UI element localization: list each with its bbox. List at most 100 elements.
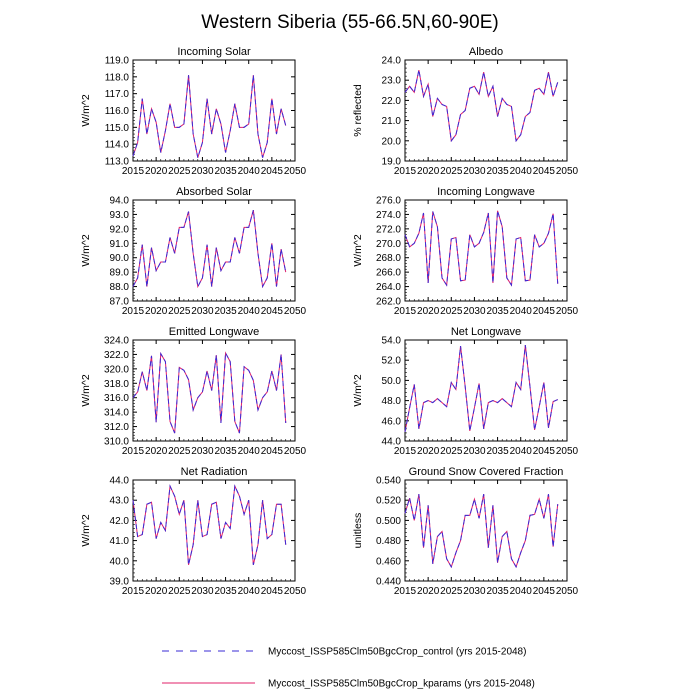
x-tick-label: 2050	[556, 586, 579, 597]
y-tick-label: 54.0	[382, 336, 402, 347]
panel-title: Albedo	[469, 46, 503, 58]
y-tick-label: 114.0	[105, 140, 130, 151]
y-tick-label: 50.0	[382, 376, 402, 387]
x-tick-label: 2030	[463, 306, 486, 317]
series-line-control	[404, 344, 558, 433]
x-tick-label: 2035	[214, 446, 237, 457]
series-line-control	[132, 209, 287, 289]
x-tick-label: 2025	[440, 586, 463, 597]
x-tick-label: 2030	[463, 446, 486, 457]
x-tick-label: 2040	[238, 166, 261, 177]
x-tick-label: 2040	[510, 306, 533, 317]
panel-8: Ground Snow Covered Fraction 2015 2020 2025…	[352, 466, 579, 597]
x-tick-label: 2030	[463, 166, 486, 177]
x-tick-label: 2030	[191, 446, 214, 457]
x-tick-label: 2045	[533, 586, 556, 597]
x-tick-label: 2040	[510, 166, 533, 177]
y-tick-label: 89.0	[110, 268, 130, 279]
y-tick-label: 270.0	[376, 239, 401, 250]
x-tick-label: 2035	[214, 166, 237, 177]
legend-label-control: Myccost_ISSP585Clm50BgcCrop_control (yrs…	[268, 647, 526, 658]
y-tick-label: 264.0	[376, 282, 401, 293]
y-tick-label: 113.0	[105, 157, 130, 168]
x-tick-label: 2045	[533, 306, 556, 317]
x-tick-label: 2020	[417, 166, 440, 177]
x-tick-label: 2035	[486, 166, 509, 177]
series-line-control	[404, 494, 559, 569]
x-tick-label: 2045	[533, 446, 556, 457]
y-tick-label: 272.0	[376, 224, 401, 235]
y-tick-label: 92.0	[110, 224, 130, 235]
plot-frame	[404, 479, 568, 582]
y-tick-label: 44.0	[382, 437, 402, 448]
series-line-kparams	[404, 69, 559, 143]
x-tick-label: 2015	[394, 446, 417, 457]
panel-title: Incoming Longwave	[437, 186, 535, 198]
panel-title: Ground Snow Covered Fraction	[409, 466, 564, 478]
x-tick-label: 2030	[191, 306, 214, 317]
panel-5: Emitted Longwave 2015 2020 2025 2030 2035 2040…	[80, 326, 307, 457]
y-tick-label: 0.460	[376, 556, 401, 567]
y-tick-label: 320.0	[104, 364, 129, 375]
x-tick-label: 2035	[214, 586, 237, 597]
y-axis-label: W/m^2	[80, 234, 92, 267]
y-tick-label: 266.0	[376, 268, 401, 279]
y-tick-label: 118.0	[105, 72, 130, 83]
x-tick-label: 2025	[168, 586, 191, 597]
x-tick-label: 2025	[440, 306, 463, 317]
series-line-kparams	[132, 209, 287, 289]
x-tick-label: 2040	[510, 446, 533, 457]
x-tick-label: 2050	[556, 166, 579, 177]
y-tick-label: 0.480	[376, 536, 401, 547]
y-tick-label: 117.0	[105, 89, 130, 100]
y-tick-label: 322.0	[104, 350, 129, 361]
x-tick-label: 2015	[122, 446, 145, 457]
y-tick-label: 314.0	[104, 408, 129, 419]
y-tick-label: 19.0	[382, 157, 402, 168]
plot-frame	[132, 199, 296, 302]
x-tick-label: 2050	[556, 446, 579, 457]
x-tick-label: 2025	[168, 166, 191, 177]
y-tick-label: 115.0	[105, 123, 130, 134]
series-line-kparams	[404, 210, 559, 287]
y-tick-label: 20.0	[382, 136, 402, 147]
x-tick-label: 2035	[486, 446, 509, 457]
x-tick-label: 2050	[284, 586, 307, 597]
x-tick-label: 2015	[122, 306, 145, 317]
y-tick-label: 44.0	[110, 476, 130, 487]
y-tick-label: 0.440	[376, 577, 401, 588]
x-tick-label: 2050	[284, 166, 307, 177]
y-tick-label: 43.0	[110, 496, 130, 507]
x-tick-label: 2015	[394, 586, 417, 597]
x-tick-label: 2040	[238, 446, 261, 457]
y-axis-label: W/m^2	[80, 94, 92, 127]
x-tick-label: 2015	[394, 166, 417, 177]
y-tick-label: 94.0	[110, 196, 130, 207]
y-tick-label: 310.0	[104, 437, 129, 448]
x-tick-label: 2020	[145, 166, 168, 177]
x-tick-label: 2030	[463, 586, 486, 597]
legend-label-kparams: Myccost_ISSP585Clm50BgcCrop_kparams (yrs…	[268, 679, 535, 690]
y-tick-label: 0.540	[376, 476, 401, 487]
y-tick-label: 312.0	[104, 422, 129, 433]
panel-2: Albedo 2015 2020 2025 2030 2035 2040 2045 2050 19…	[352, 46, 579, 177]
series-line-kparams	[132, 484, 287, 565]
series-line-kparams	[404, 344, 558, 433]
x-tick-label: 2025	[168, 306, 191, 317]
plot-frame	[404, 199, 568, 302]
y-tick-label: 316.0	[104, 393, 129, 404]
y-tick-label: 91.0	[110, 239, 130, 250]
series-line-control	[404, 210, 559, 287]
plot-frame	[404, 59, 568, 162]
y-tick-label: 40.0	[110, 556, 130, 567]
y-tick-label: 0.500	[376, 516, 401, 527]
y-axis-label: unitless	[352, 513, 364, 549]
x-tick-label: 2020	[145, 306, 168, 317]
x-tick-label: 2020	[417, 446, 440, 457]
y-tick-label: 52.0	[382, 356, 402, 367]
plot-frame	[404, 339, 568, 442]
y-tick-label: 42.0	[110, 516, 130, 527]
